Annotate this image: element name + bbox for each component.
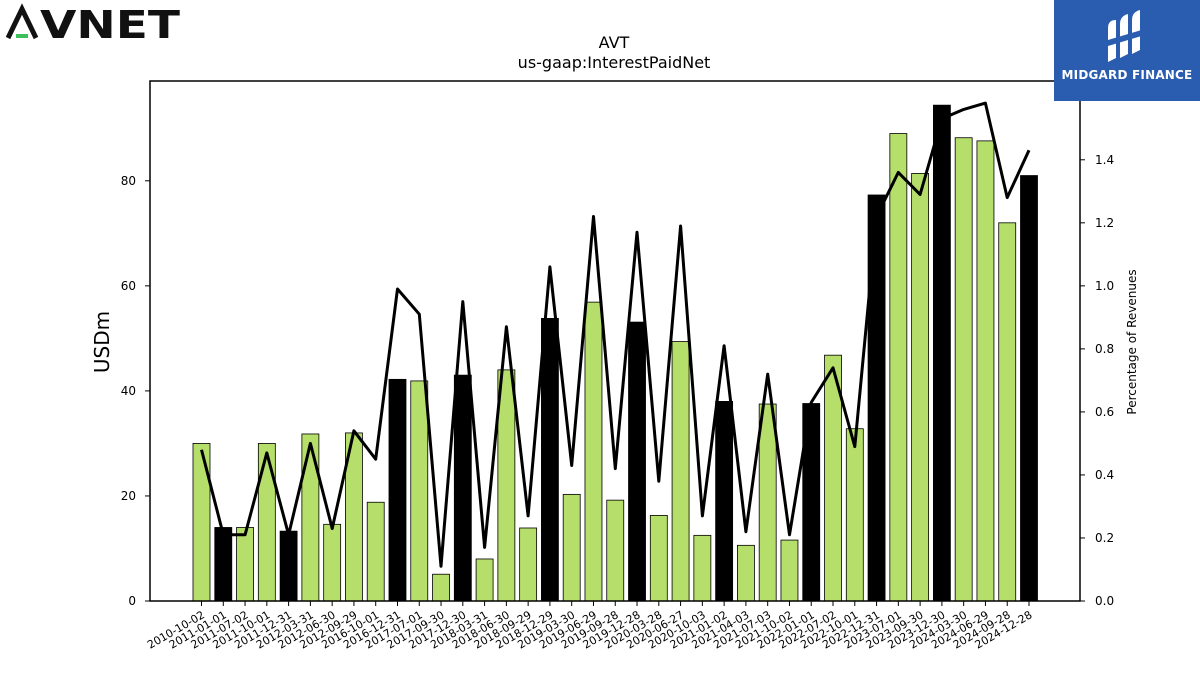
y2-tick-label: 0.0: [1095, 594, 1114, 608]
bar-2011-10-01: [257, 443, 276, 602]
bar-2012-06-30: [323, 523, 342, 602]
bar-2022-12-31: [867, 194, 886, 602]
y-axis-label: USDm: [90, 311, 114, 373]
bar-2024-09-28: [998, 222, 1017, 602]
bar-2021-07-03: [758, 403, 777, 602]
y2-tick-label: 0.4: [1095, 468, 1114, 482]
bar-2019-03-30: [562, 493, 581, 602]
bar-2020-06-27: [671, 341, 690, 602]
bar-2018-12-29: [541, 318, 559, 602]
bar-2011-01-01: [214, 527, 233, 602]
midgard-logo-text: MIDGARD FINANCE: [1061, 68, 1193, 82]
avnet-logo: VNET: [6, 3, 180, 44]
bar-2023-07-01: [889, 133, 908, 602]
bar-2011-12-31: [279, 530, 298, 602]
y2-tick-label: 0.6: [1095, 405, 1114, 419]
axes: 0204060800.00.20.40.60.81.01.21.42010-10…: [121, 80, 1114, 652]
bar-2017-12-30: [453, 374, 472, 602]
y-tick-label: 20: [121, 489, 136, 503]
midgard-finance-logo: MIDGARD FINANCE: [1054, 0, 1200, 101]
avnet-logo-text: VNET: [40, 3, 180, 44]
bar-2018-03-31: [475, 558, 494, 602]
bar-2024-03-30: [954, 137, 973, 602]
midgard-emblem-icon: [1108, 10, 1148, 62]
y-tick-label: 60: [121, 279, 136, 293]
bar-2023-12-30: [932, 104, 951, 602]
y2-tick-label: 1.4: [1095, 153, 1114, 167]
y2-tick-label: 1.2: [1095, 216, 1114, 230]
bar-2020-10-03: [693, 534, 712, 602]
chart-title: AVT: [599, 33, 630, 52]
bar-2021-10-02: [780, 539, 799, 602]
bar-2019-06-29: [584, 301, 603, 602]
bar-2024-12-28: [1020, 175, 1038, 602]
chart-subtitle: us-gaap:InterestPaidNet: [518, 53, 711, 72]
bar-2017-07-01: [410, 380, 429, 602]
bar-2019-12-28: [628, 321, 646, 602]
percentage-line: [200, 101, 1031, 568]
y2-tick-label: 1.0: [1095, 279, 1114, 293]
bar-2012-03-31: [301, 433, 320, 602]
bar-2016-12-31: [388, 378, 407, 602]
y2-tick-label: 0.2: [1095, 531, 1114, 545]
bar-2018-06-30: [497, 369, 516, 602]
bar-2018-09-29: [519, 527, 538, 602]
bar-2020-03-28: [649, 514, 668, 602]
y-tick-label: 80: [121, 174, 136, 188]
bar-2024-06-29: [976, 140, 995, 602]
y2-axis-label: Percentage of Revenues: [1125, 269, 1139, 414]
bar-series: [192, 104, 1038, 602]
bar-2017-09-30: [432, 573, 450, 602]
bar-2022-10-01: [845, 428, 864, 602]
y-tick-label: 40: [121, 384, 136, 398]
bar-2023-09-30: [911, 173, 930, 602]
bar-2016-10-01: [366, 501, 385, 602]
line-series: [200, 101, 1031, 568]
bar-2019-09-28: [606, 499, 625, 602]
y-tick-label: 0: [128, 594, 136, 608]
bar-2021-04-03: [737, 544, 755, 602]
bar-2011-07-02: [236, 527, 254, 602]
y2-tick-label: 0.8: [1095, 342, 1114, 356]
bar-2021-01-02: [715, 401, 734, 602]
